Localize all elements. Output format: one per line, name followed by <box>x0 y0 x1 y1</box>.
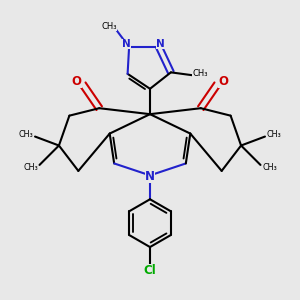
Text: Cl: Cl <box>144 264 156 277</box>
Text: CH₃: CH₃ <box>192 69 208 78</box>
Text: N: N <box>156 39 165 49</box>
Text: O: O <box>72 75 82 88</box>
Text: CH₃: CH₃ <box>23 164 38 172</box>
Text: O: O <box>218 75 228 88</box>
Text: CH₃: CH₃ <box>101 22 117 31</box>
Text: N: N <box>145 170 155 183</box>
Text: CH₃: CH₃ <box>262 164 277 172</box>
Text: CH₃: CH₃ <box>19 130 34 139</box>
Text: N: N <box>122 39 131 49</box>
Text: CH₃: CH₃ <box>266 130 281 139</box>
